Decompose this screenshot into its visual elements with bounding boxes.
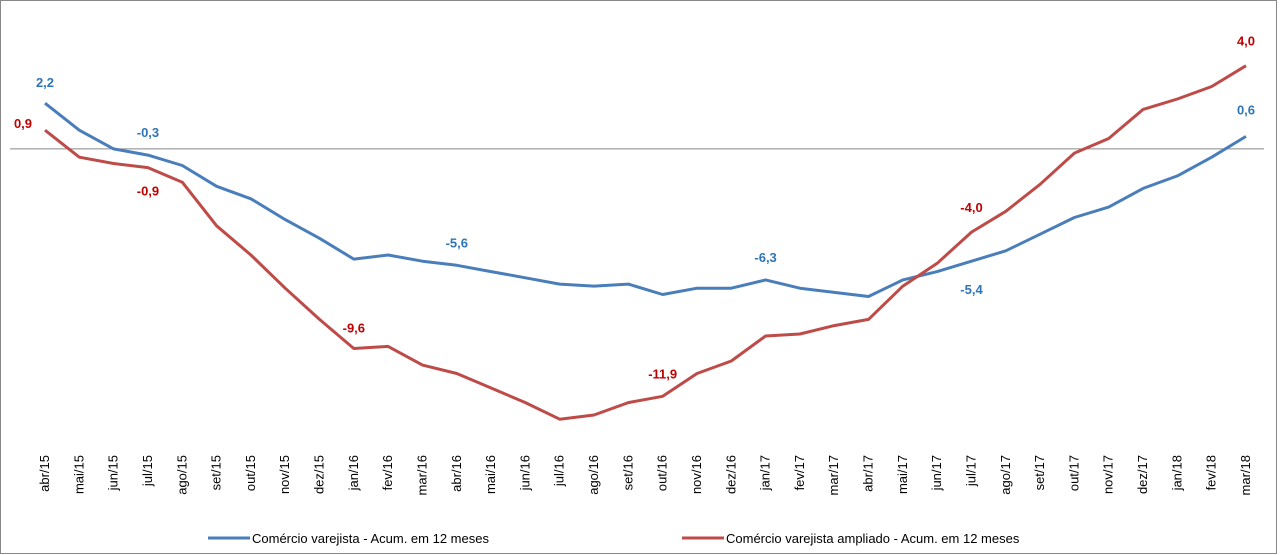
x-tick-label: abr/16 — [449, 455, 464, 492]
x-tick-label: dez/17 — [1135, 455, 1150, 494]
x-tick-label: jan/17 — [758, 455, 773, 491]
x-tick-label: mar/18 — [1238, 455, 1253, 495]
x-tick-label: jun/15 — [106, 455, 121, 491]
x-tick-label: abr/15 — [37, 455, 52, 492]
data-label: 4,0 — [1237, 34, 1255, 49]
data-label: -9,6 — [343, 321, 365, 336]
x-tick-label: nov/17 — [1101, 455, 1116, 494]
data-label: -6,3 — [754, 250, 776, 265]
x-tick-label: set/17 — [1032, 455, 1047, 490]
x-tick-label: jul/16 — [552, 455, 567, 487]
x-tick-label: mar/17 — [826, 455, 841, 495]
series-line — [44, 102, 1247, 298]
x-tick-label: jan/18 — [1169, 455, 1184, 491]
x-tick-label: ago/15 — [174, 455, 189, 495]
x-tick-label: ago/17 — [998, 455, 1013, 495]
data-label: 0,6 — [1237, 102, 1255, 117]
data-label: -0,3 — [137, 125, 159, 140]
x-tick-label: mai/17 — [895, 455, 910, 494]
data-label: -0,9 — [137, 184, 159, 199]
x-tick-label: mai/15 — [71, 455, 86, 494]
x-tick-label: set/16 — [620, 455, 635, 490]
data-label: -11,9 — [648, 366, 677, 381]
series-line — [44, 64, 1247, 421]
x-tick-label: jun/17 — [929, 455, 944, 491]
data-label: -5,6 — [446, 235, 468, 250]
data-label: 2,2 — [36, 75, 54, 90]
x-tick-label: ago/16 — [586, 455, 601, 495]
data-label: 0,9 — [14, 116, 32, 131]
x-tick-label: dez/15 — [312, 455, 327, 494]
x-tick-label: fev/16 — [380, 455, 395, 490]
legend-label: Comércio varejista - Acum. em 12 meses — [252, 531, 489, 546]
data-label: -4,0 — [960, 200, 982, 215]
x-tick-label: set/15 — [209, 455, 224, 490]
x-tick-label: jul/17 — [963, 455, 978, 487]
x-tick-label: out/16 — [655, 455, 670, 491]
x-tick-label: out/15 — [243, 455, 258, 491]
x-tick-label: mar/16 — [414, 455, 429, 495]
x-tick-label: nov/16 — [689, 455, 704, 494]
x-tick-label: abr/17 — [861, 455, 876, 492]
x-tick-label: jun/16 — [517, 455, 532, 491]
x-tick-label: fev/18 — [1204, 455, 1219, 490]
x-tick-label: fev/17 — [792, 455, 807, 490]
x-tick-label: mai/16 — [483, 455, 498, 494]
x-tick-label: nov/15 — [277, 455, 292, 494]
legend-label: Comércio varejista ampliado - Acum. em 1… — [726, 531, 1020, 546]
x-tick-label: jan/16 — [346, 455, 361, 491]
x-tick-label: dez/16 — [723, 455, 738, 494]
data-label: -5,4 — [960, 282, 983, 297]
x-tick-label: out/17 — [1066, 455, 1081, 491]
x-tick-label: jul/15 — [140, 455, 155, 487]
